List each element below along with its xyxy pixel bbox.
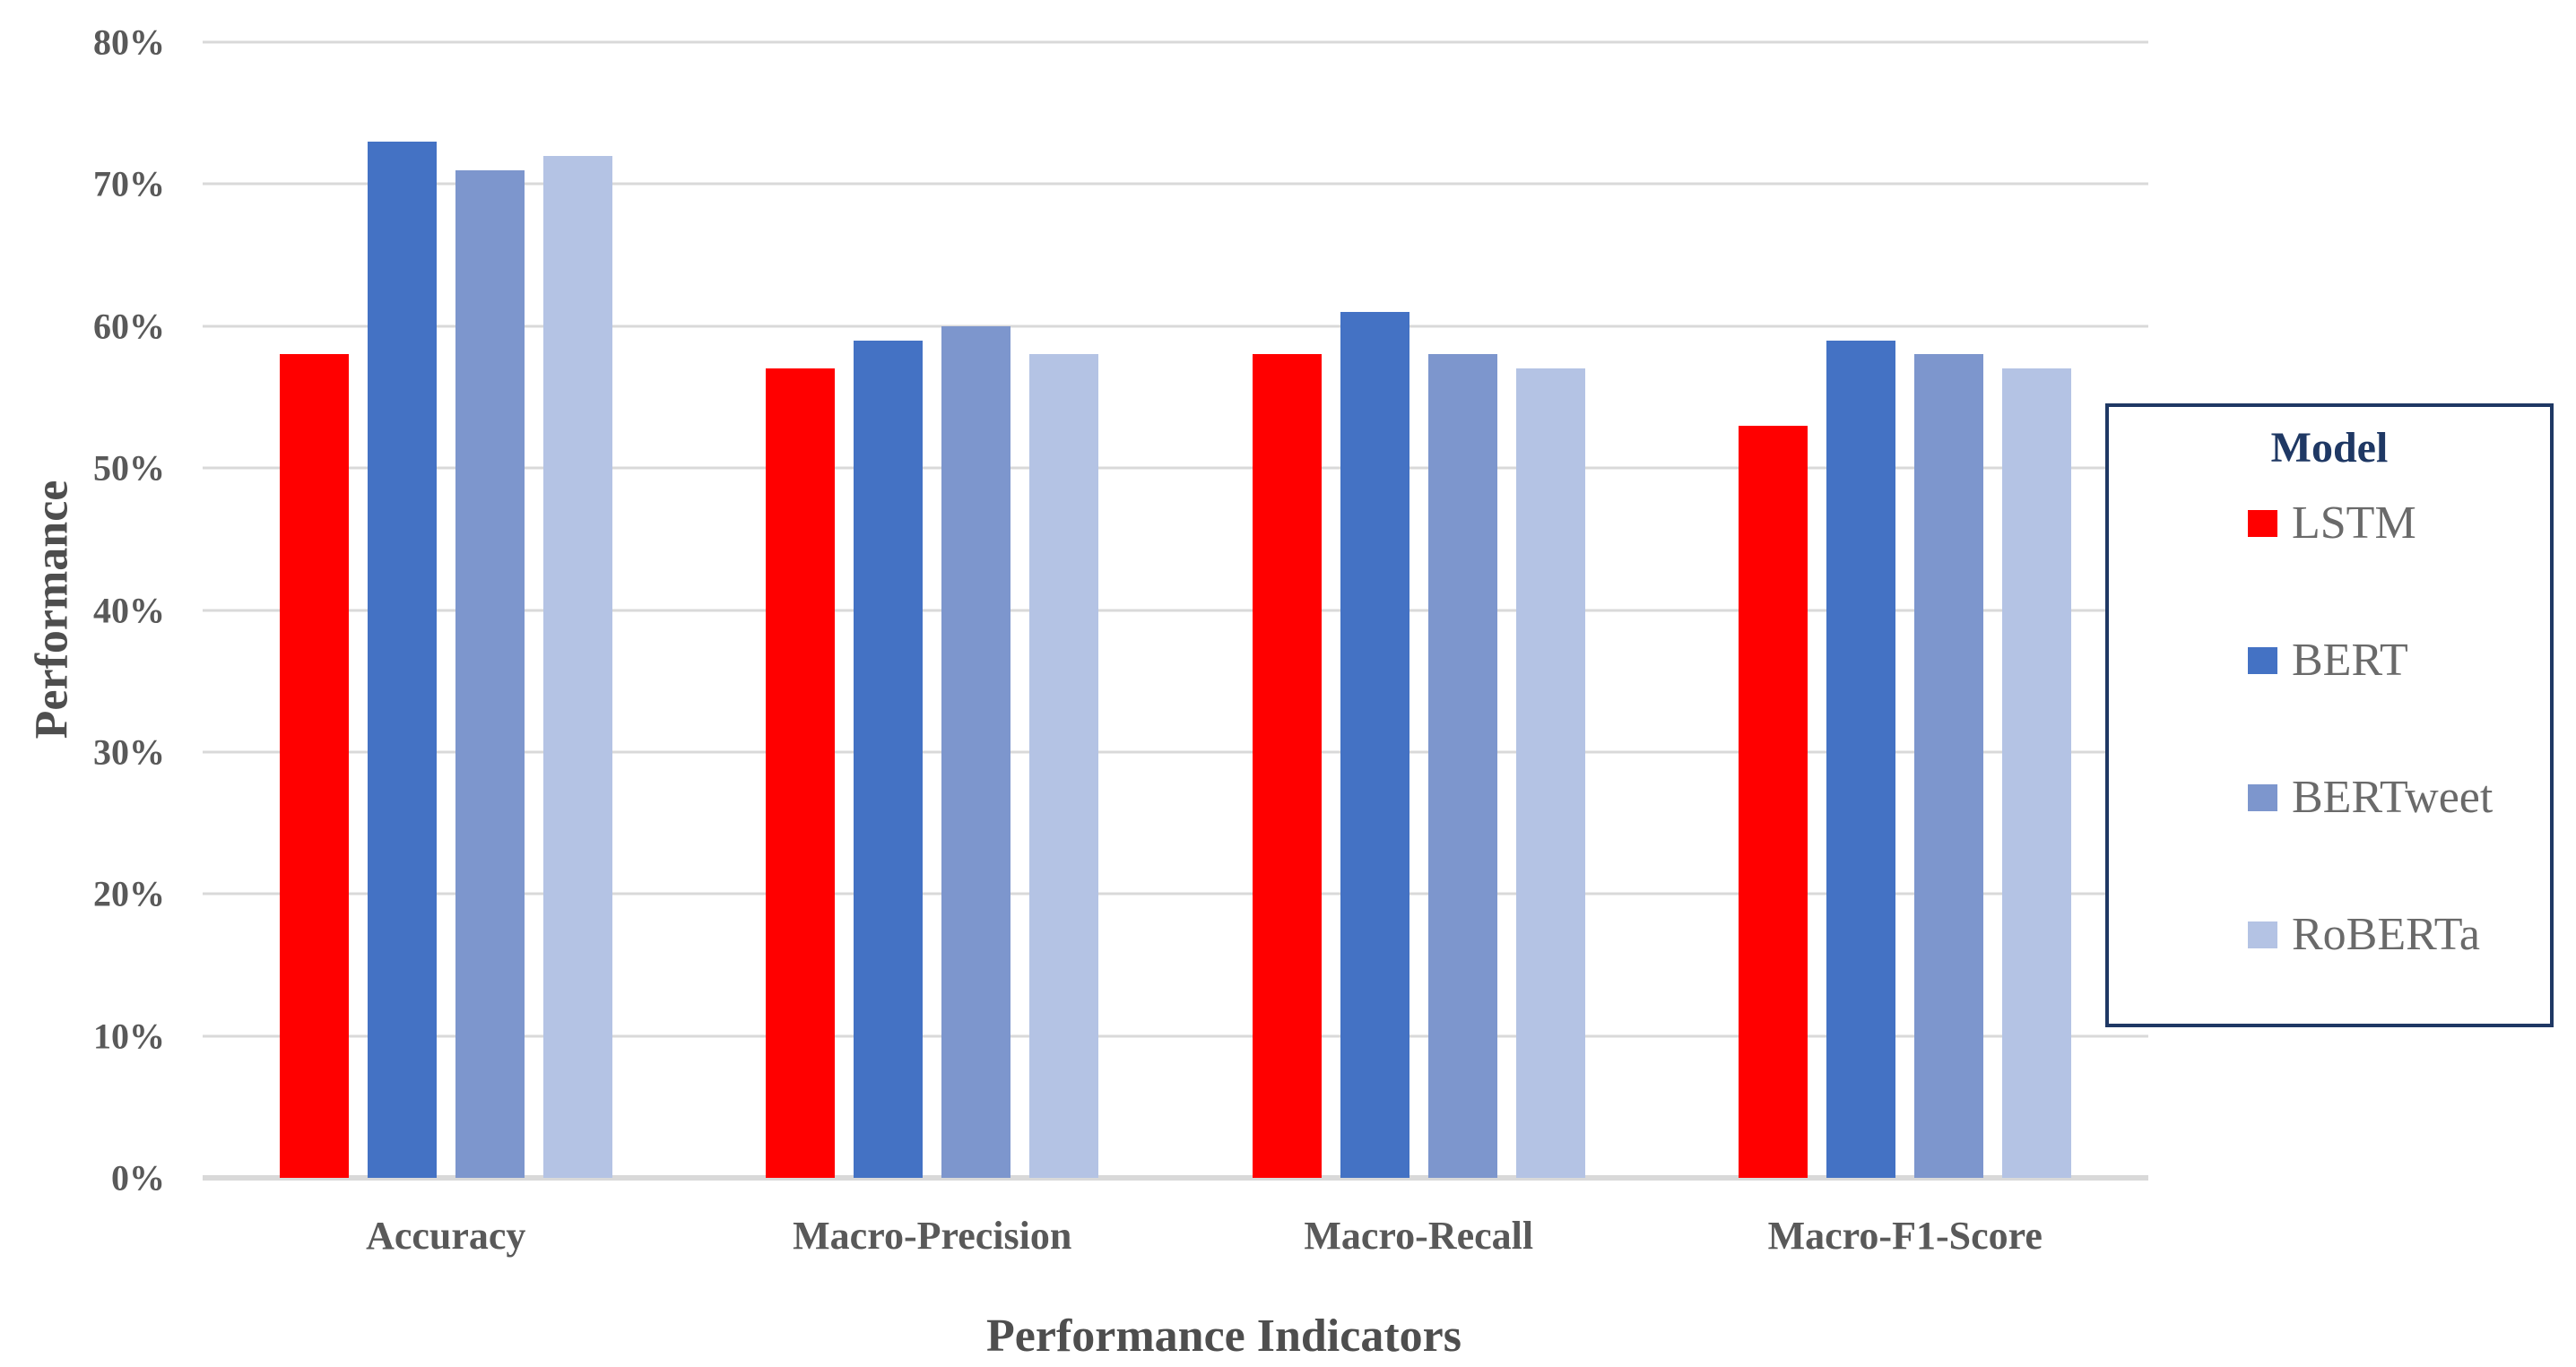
bar-group-accuracy — [203, 42, 690, 1178]
gridline — [203, 892, 2148, 895]
x-category-label-macro-precision: Macro-Precision — [793, 1213, 1072, 1258]
bar-bertweet-macro-recall — [1427, 354, 1497, 1178]
bar-bertweet-macro-precision — [941, 325, 1011, 1178]
legend-swatch-bert — [2248, 647, 2277, 674]
legend-item-bert: BERT — [2248, 634, 2408, 688]
gridline — [203, 324, 2148, 328]
legend-label-bertweet: BERTweet — [2292, 772, 2494, 823]
legend-swatch-roberta — [2248, 921, 2277, 948]
bar-lstm-accuracy — [279, 354, 349, 1178]
x-category-label-macro-f1-score: Macro-F1-Score — [1767, 1213, 2043, 1258]
legend-label-lstm: LSTM — [2292, 497, 2416, 549]
legend-swatch-bertweet — [2248, 784, 2277, 811]
y-tick-label: 40% — [93, 590, 165, 630]
bar-lstm-macro-recall — [1252, 354, 1322, 1178]
bar-roberta-macro-f1-score — [2002, 368, 2072, 1178]
gridline — [203, 40, 2148, 44]
legend-item-lstm: LSTM — [2248, 497, 2416, 550]
y-tick-label: 60% — [93, 306, 165, 347]
bar-group-macro-precision — [690, 42, 1176, 1178]
plot-area — [203, 40, 2148, 1181]
legend-title: Model — [2270, 424, 2389, 472]
x-category-label-macro-recall: Macro-Recall — [1304, 1213, 1534, 1258]
bar-group-macro-f1-score — [1662, 42, 2149, 1178]
bar-groups — [203, 42, 2148, 1178]
bar-bert-macro-f1-score — [1826, 340, 1896, 1178]
y-axis-tick-labels: 0% 10% 20% 30% 40% 50% 60% 70% 80% — [0, 22, 178, 1198]
gridline — [203, 750, 2148, 754]
bar-bertweet-macro-f1-score — [1914, 354, 1984, 1178]
legend-label-roberta: RoBERTa — [2292, 909, 2480, 960]
bar-bertweet-accuracy — [455, 169, 525, 1178]
y-tick-label: 70% — [93, 163, 165, 204]
gridline — [203, 466, 2148, 470]
y-tick-label: 50% — [93, 447, 165, 489]
y-tick-label: 10% — [93, 1016, 165, 1057]
y-tick-label: 80% — [93, 22, 165, 63]
x-axis-category-labels: Accuracy Macro-Precision Macro-Recall Macro… — [203, 1199, 2148, 1271]
bar-roberta-macro-recall — [1515, 368, 1585, 1178]
bar-lstm-macro-f1-score — [1739, 425, 1808, 1178]
legend: Model LSTM BERT BERTweet RoBERTa — [2105, 403, 2554, 1027]
y-tick-label: 20% — [93, 873, 165, 914]
gridline — [203, 1034, 2148, 1038]
bar-group-macro-recall — [1175, 42, 1662, 1178]
legend-item-roberta: RoBERTa — [2248, 908, 2480, 962]
gridline — [203, 182, 2148, 186]
x-category-label-accuracy: Accuracy — [366, 1213, 526, 1258]
bar-bert-macro-recall — [1340, 311, 1409, 1178]
bar-roberta-accuracy — [542, 155, 612, 1178]
legend-item-bertweet: BERTweet — [2248, 771, 2493, 825]
bar-lstm-macro-precision — [766, 368, 836, 1178]
bar-roberta-macro-precision — [1029, 354, 1099, 1178]
bar-bert-accuracy — [367, 141, 437, 1178]
y-tick-label: 30% — [93, 731, 165, 773]
legend-swatch-lstm — [2248, 510, 2277, 537]
y-tick-label: 0% — [111, 1157, 165, 1198]
x-axis-line — [203, 1175, 2148, 1181]
bar-bert-macro-precision — [854, 340, 924, 1178]
x-axis-title: Performance Indicators — [986, 1310, 1461, 1362]
legend-label-bert: BERT — [2292, 635, 2408, 686]
gridline — [203, 609, 2148, 611]
